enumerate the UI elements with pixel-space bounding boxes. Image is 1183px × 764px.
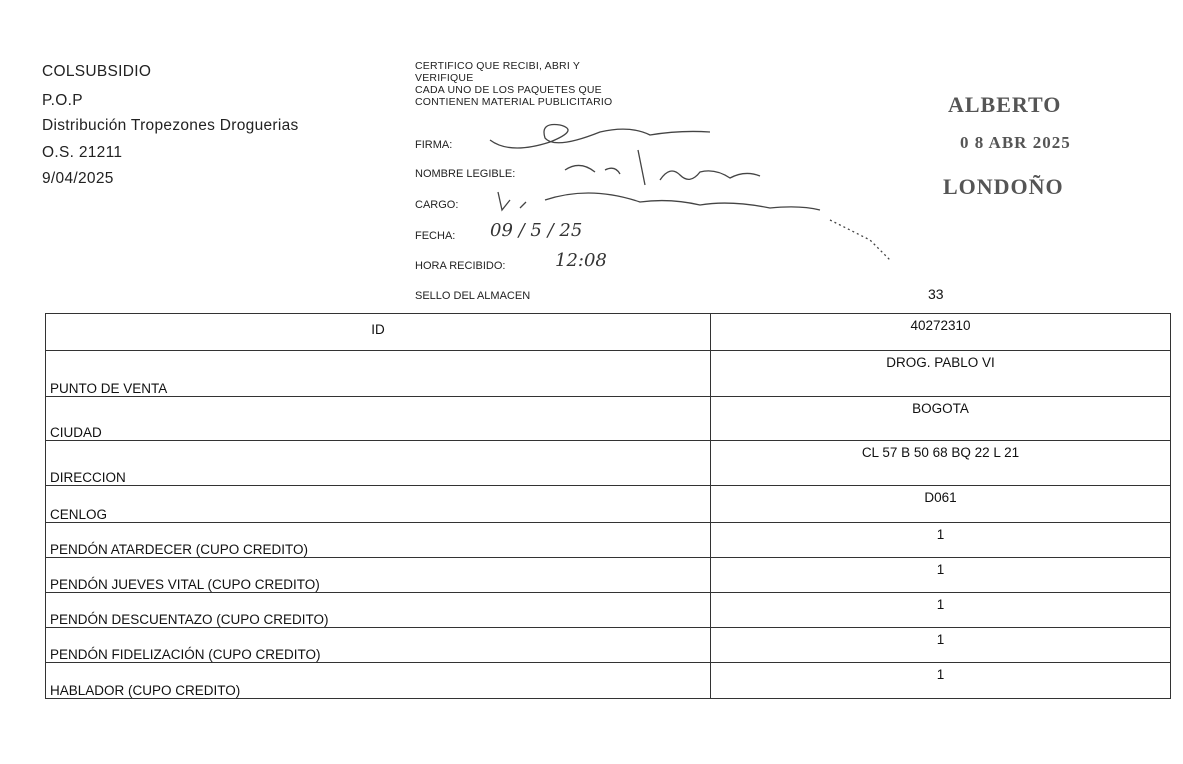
cert-line: CERTIFICO QUE RECIBI, ABRI Y — [415, 60, 581, 72]
page-number: 33 — [928, 286, 944, 302]
hora-label: HORA RECIBIDO: — [415, 260, 506, 272]
table-row: CIUDAD BOGOTA — [45, 396, 1171, 441]
row-value: 40272310 — [710, 313, 1171, 351]
row-value: BOGOTA — [710, 396, 1171, 441]
table-row: ID 40272310 — [45, 313, 1171, 351]
row-label: CIUDAD — [45, 396, 711, 441]
row-value: 1 — [710, 592, 1171, 628]
row-value: DROG. PABLO VI — [710, 350, 1171, 397]
row-value: CL 57 B 50 68 BQ 22 L 21 — [710, 440, 1171, 486]
table-row: HABLADOR (CUPO CREDITO) 1 — [45, 662, 1171, 699]
table-row: PUNTO DE VENTA DROG. PABLO VI — [45, 350, 1171, 397]
row-label: PENDÓN DESCUENTAZO (CUPO CREDITO) — [45, 592, 711, 628]
row-label: ID — [45, 313, 711, 351]
fecha-value: 09 / 5 / 25 — [490, 220, 583, 241]
row-value: 1 — [710, 627, 1171, 663]
row-label: DIRECCION — [45, 440, 711, 486]
cert-line: CONTIENEN MATERIAL PUBLICITARIO — [415, 96, 613, 108]
table-row: PENDÓN DESCUENTAZO (CUPO CREDITO) 1 — [45, 592, 1171, 628]
company-name: COLSUBSIDIO — [42, 63, 152, 80]
cert-line: VERIFIQUE — [415, 72, 474, 84]
row-value: 1 — [710, 662, 1171, 699]
row-value: 1 — [710, 522, 1171, 558]
fecha-label: FECHA: — [415, 230, 456, 242]
table-row: PENDÓN ATARDECER (CUPO CREDITO) 1 — [45, 522, 1171, 558]
nombre-label: NOMBRE LEGIBLE: — [415, 168, 516, 180]
table-row: PENDÓN JUEVES VITAL (CUPO CREDITO) 1 — [45, 557, 1171, 593]
firma-label: FIRMA: — [415, 139, 453, 151]
category: P.O.P — [42, 92, 83, 109]
table-row: CENLOG D061 — [45, 485, 1171, 523]
row-label: PENDÓN FIDELIZACIÓN (CUPO CREDITO) — [45, 627, 711, 663]
row-label: HABLADOR (CUPO CREDITO) — [45, 662, 711, 699]
sello-label: SELLO DEL ALMACEN — [415, 290, 531, 302]
hora-value: 12:08 — [555, 250, 607, 271]
row-value: 1 — [710, 557, 1171, 593]
row-label: CENLOG — [45, 485, 711, 523]
row-value: D061 — [710, 485, 1171, 523]
row-label: PENDÓN ATARDECER (CUPO CREDITO) — [45, 522, 711, 558]
order-number: O.S. 21211 — [42, 144, 123, 161]
row-label: PUNTO DE VENTA — [45, 350, 711, 397]
row-label: PENDÓN JUEVES VITAL (CUPO CREDITO) — [45, 557, 711, 593]
table-row: DIRECCION CL 57 B 50 68 BQ 22 L 21 — [45, 440, 1171, 486]
stamp-line: ALBERTO — [948, 92, 1062, 117]
stamp-line: LONDOÑO — [943, 174, 1064, 199]
distribution-title: Distribución Tropezones Droguerias — [42, 117, 299, 134]
document-date: 9/04/2025 — [42, 170, 114, 187]
cert-line: CADA UNO DE LOS PAQUETES QUE — [415, 84, 602, 96]
cargo-label: CARGO: — [415, 199, 459, 211]
stamp-date: 0 8 ABR 2025 — [960, 133, 1071, 152]
delivery-table: ID 40272310 PUNTO DE VENTA DROG. PABLO VI CI… — [45, 313, 1171, 699]
table-row: PENDÓN FIDELIZACIÓN (CUPO CREDITO) 1 — [45, 627, 1171, 663]
handwritten-signature — [489, 123, 890, 261]
